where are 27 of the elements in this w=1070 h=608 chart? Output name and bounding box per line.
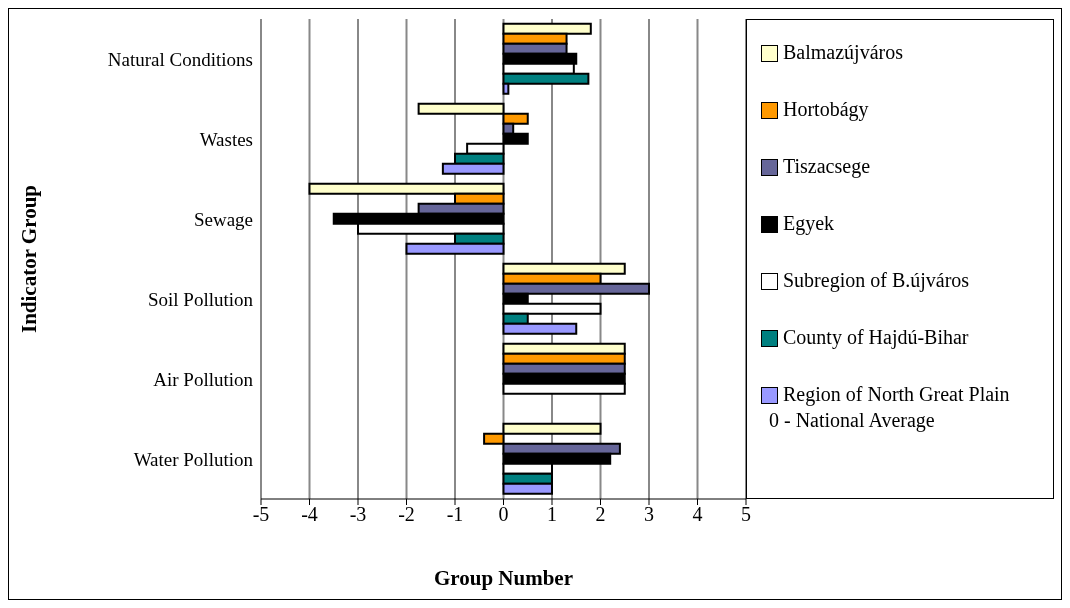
y-tick-label: Water Pollution — [133, 448, 254, 470]
legend-label: Region of North Great Plain — [783, 382, 1010, 406]
y-tick-label: Wastes — [199, 128, 253, 150]
legend-label: Egyek — [783, 211, 835, 235]
y-tick-label: Air Pollution — [153, 368, 254, 390]
legend-label: County of Hajdú-Bihar — [783, 325, 969, 349]
legend-label: Balmazújváros — [783, 40, 903, 64]
x-tick-label: -3 — [349, 503, 367, 526]
y-tick-label: Sewage — [193, 208, 253, 230]
x-axis-title: Group Number — [433, 566, 574, 590]
y-tick-label: Soil Pollution — [147, 288, 254, 310]
x-tick-label: -5 — [252, 503, 270, 526]
x-tick-label: 4 — [692, 503, 703, 526]
x-tick-label: 0 — [498, 503, 509, 526]
legend-label: Subregion of B.újváros — [783, 268, 970, 292]
legend-label: Tiszacsege — [783, 154, 871, 178]
text: 0 - National Average — [768, 409, 936, 432]
x-tick-label: -1 — [446, 503, 464, 526]
x-tick-label: 2 — [595, 503, 606, 526]
x-tick-label: 5 — [741, 503, 751, 526]
x-tick-label: -4 — [301, 503, 318, 526]
y-tick-label: Natural Conditions — [107, 48, 253, 70]
legend-label: Hortobágy — [783, 97, 869, 121]
y-axis-title: Indicator Group — [17, 184, 42, 334]
x-tick-label: 3 — [644, 503, 654, 526]
x-tick-label: -2 — [398, 503, 415, 526]
x-tick-label: 1 — [547, 503, 557, 526]
